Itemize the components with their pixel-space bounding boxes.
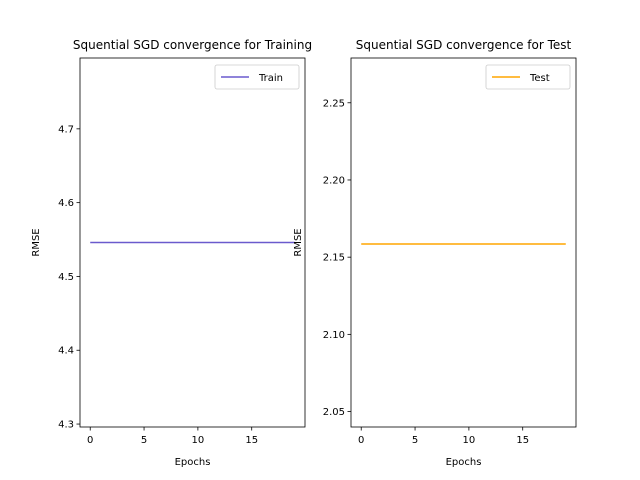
train-x-tick-label: 15 <box>245 435 258 446</box>
train-y-axis-label: RMSE <box>31 228 42 256</box>
train-legend-box <box>214 64 300 90</box>
train-axes-frame <box>79 57 306 428</box>
train-y-tick-label: 4.7 <box>58 124 74 135</box>
train-legend-label: Train <box>258 73 283 84</box>
train-y-tick-label: 4.4 <box>58 346 74 357</box>
train-x-axis-label: Epochs <box>175 457 211 468</box>
train-x-tick-label: 0 <box>87 435 93 446</box>
test-x-tick-label: 5 <box>412 435 418 446</box>
test-legend-label: Test <box>529 73 550 84</box>
test-y-axis-label: RMSE <box>293 228 304 256</box>
test-y-tick-label: 2.15 <box>323 253 345 264</box>
test-y-tick-label: 2.20 <box>323 175 345 186</box>
test-x-tick-label: 10 <box>463 435 476 446</box>
train-y-tick-label: 4.6 <box>58 198 74 209</box>
train-x-tick-label: 10 <box>192 435 205 446</box>
train-legend: Train <box>214 64 300 90</box>
test-axes-frame <box>350 57 577 428</box>
train-x-tick-label: 5 <box>141 435 147 446</box>
test-chart: 0 5 10 15 2.05 2.10 2.15 2.20 2.25 Epochs RMSE Sque… <box>293 38 577 468</box>
test-x-tick-label: 0 <box>358 435 364 446</box>
test-y-tick-label: 2.05 <box>323 407 345 418</box>
train-chart: 0 5 10 15 4.3 4.4 4.5 4.6 4.7 Epochs RMSE Squential… <box>31 38 312 468</box>
test-x-tick-label: 15 <box>516 435 529 446</box>
test-chart-title: Squential SGD convergence for Test <box>356 38 572 52</box>
test-legend: Test <box>485 64 571 90</box>
test-legend-box <box>485 64 571 90</box>
test-x-axis-label: Epochs <box>446 457 482 468</box>
test-y-tick-label: 2.10 <box>323 330 345 341</box>
test-y-tick-label: 2.25 <box>323 98 345 109</box>
train-y-tick-label: 4.3 <box>58 420 74 431</box>
train-y-tick-label: 4.5 <box>58 272 74 283</box>
train-chart-title: Squential SGD convergence for Training <box>73 38 312 52</box>
